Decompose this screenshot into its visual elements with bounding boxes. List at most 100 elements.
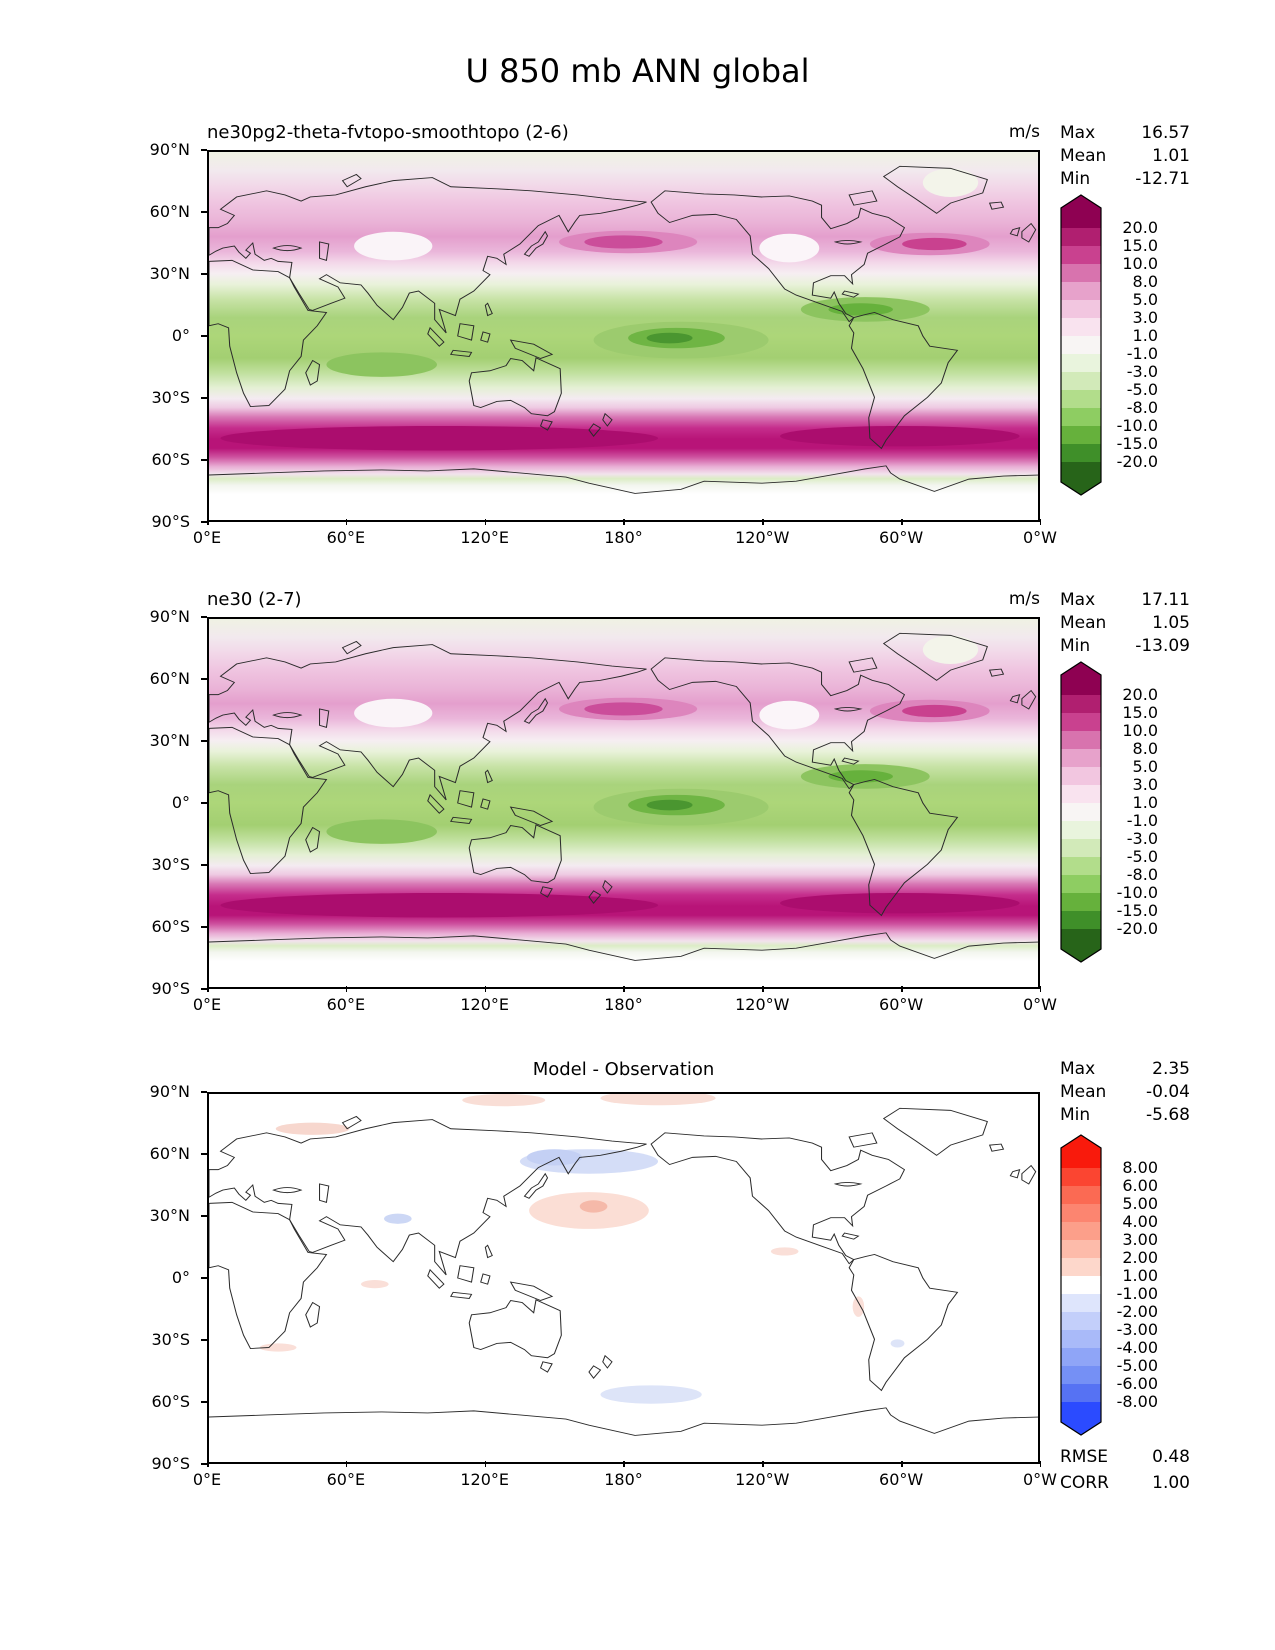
colorbar-tick-label: -10.0 (1116, 416, 1158, 435)
y-tick-label: 60°S (110, 1393, 207, 1411)
y-tick-label: 90°N (110, 1083, 207, 1101)
stat-row: Max 17.11 (1060, 589, 1190, 612)
panel-1-y-axis: 90°N 60°N 30°N 0° 30°S 60°S 90°S (110, 608, 207, 998)
colorbar-tick-label: 20.0 (1122, 218, 1158, 237)
x-tick-label: 180° (578, 519, 668, 547)
y-tick-label: 30°S (110, 1331, 207, 1349)
y-tick-label: 30°S (110, 389, 207, 407)
colorbar-tick-label: -1.0 (1126, 811, 1158, 830)
figure-title: U 850 mb ANN global (465, 52, 810, 90)
colorbar-tick-label: 3.0 (1132, 775, 1158, 794)
x-tick-label: 0°E (162, 519, 252, 547)
colorbar-under-arrow (1061, 929, 1101, 962)
panel-1-map-svg (209, 619, 1038, 987)
x-tick-label: 60°W (856, 1461, 946, 1489)
x-tick-label: 60°E (301, 986, 391, 1014)
metric-row-label: RMSE (1060, 1447, 1109, 1467)
panel-2-x-axis: 0°E 60°E 120°E 180° 120°W 60°W 0°W (162, 1461, 1085, 1489)
colorbar-tick-label: -3.0 (1126, 829, 1158, 848)
panel-1-title: ne30 (2-7) (207, 589, 302, 610)
stat-row-value: -13.09 (1135, 636, 1190, 656)
y-tick-label: 90°N (110, 141, 207, 159)
stat-row-value: 1.01 (1152, 146, 1190, 166)
x-tick-label: 0°W (995, 986, 1085, 1014)
colorbar-tick-label: 8.0 (1132, 272, 1158, 291)
colorbar-over-arrow (1061, 662, 1101, 695)
colorbar-tick-label: -5.0 (1126, 847, 1158, 866)
colorbar-tick-label: 8.00 (1122, 1158, 1158, 1177)
y-tick-label: 90°N (110, 608, 207, 626)
stat-row-value: 16.57 (1141, 123, 1190, 143)
y-tick-label: 30°N (110, 265, 207, 283)
colorbar-tick-label: -3.0 (1126, 362, 1158, 381)
metric-row-label: CORR (1060, 1473, 1109, 1493)
stat-row-label: Max (1060, 1059, 1096, 1079)
panel-1-colorbar (1060, 661, 1102, 963)
stat-row: Min -12.71 (1060, 168, 1190, 191)
x-tick-label: 120°E (440, 986, 530, 1014)
colorbar-tick-label: 3.0 (1132, 308, 1158, 327)
colorbar-tick-label: 5.0 (1132, 290, 1158, 309)
x-tick-label: 60°E (301, 1461, 391, 1489)
diff-field (209, 1094, 1038, 1462)
panel-0-units: m/s (1008, 122, 1040, 142)
stat-row-value: 1.05 (1152, 613, 1190, 633)
colorbar-under-arrow (1061, 1402, 1101, 1435)
panel-1-colorbar-labels: 20.0 15.0 10.0 8.0 5.0 3.0 1.0 -1.0 -3.0 -5.0 -8.0… (1108, 686, 1158, 938)
y-tick-label: 30°N (110, 1207, 207, 1225)
colorbar-tick-label: 5.00 (1122, 1194, 1158, 1213)
x-tick-label: 120°W (717, 1461, 807, 1489)
x-tick-label: 120°E (440, 519, 530, 547)
y-tick-label: 60°N (110, 670, 207, 688)
colorbar-tick-label: 2.00 (1122, 1248, 1158, 1267)
panel-0-map (207, 150, 1040, 522)
y-tick-label: 0° (110, 327, 207, 345)
x-tick-label: 180° (578, 1461, 668, 1489)
metric-row-value: 1.00 (1152, 1473, 1190, 1493)
panel-1-x-axis: 0°E 60°E 120°E 180° 120°W 60°W 0°W (162, 986, 1085, 1014)
x-tick-label: 60°E (301, 519, 391, 547)
colorbar-tick-label: -20.0 (1116, 919, 1158, 938)
panel-0-y-axis: 90°N 60°N 30°N 0° 30°S 60°S 90°S (110, 141, 207, 531)
colorbar-tick-label: -3.00 (1116, 1320, 1158, 1339)
colorbar-tick-label: -5.00 (1116, 1356, 1158, 1375)
colorbar-tick-label: 8.0 (1132, 739, 1158, 758)
colorbar-tick-label: 1.00 (1122, 1266, 1158, 1285)
colorbar-tick-label: 4.00 (1122, 1212, 1158, 1231)
stat-row-label: Mean (1060, 613, 1107, 633)
stat-row: Mean 1.05 (1060, 612, 1190, 635)
stat-row-label: Min (1060, 1105, 1091, 1125)
y-tick-label: 60°S (110, 451, 207, 469)
colorbar-tick-label: -15.0 (1116, 901, 1158, 920)
panel-0-colorbar-labels: 20.0 15.0 10.0 8.0 5.0 3.0 1.0 -1.0 -3.0 -5.0 -8.0… (1108, 219, 1158, 471)
y-tick-label: 30°S (110, 856, 207, 874)
colorbar-tick-label: -20.0 (1116, 452, 1158, 471)
panel-2-y-axis: 90°N 60°N 30°N 0° 30°S 60°S 90°S (110, 1083, 207, 1473)
stat-row: Mean -0.04 (1060, 1081, 1190, 1104)
panel-2-colorbar-labels: 8.00 6.00 5.00 4.00 3.00 2.00 1.00 -1.00 -2.00 -3… (1108, 1159, 1158, 1411)
colorbar-tick-label: -6.00 (1116, 1374, 1158, 1393)
colorbar-tick-label: -10.0 (1116, 883, 1158, 902)
stat-row: Mean 1.01 (1060, 145, 1190, 168)
colorbar-outline (1060, 194, 1102, 496)
panel-1-units: m/s (1008, 589, 1040, 609)
panel-0-x-axis: 0°E 60°E 120°E 180° 120°W 60°W 0°W (162, 519, 1085, 547)
x-tick-label: 0°E (162, 1461, 252, 1489)
colorbar-tick-label: 3.00 (1122, 1230, 1158, 1249)
panel-1-stats: Max 17.11 Mean 1.05 Min -13.09 (1060, 589, 1190, 658)
stat-row-label: Mean (1060, 1082, 1107, 1102)
y-tick-label: 90°S (110, 1455, 207, 1473)
colorbar-tick-label: 10.0 (1122, 721, 1158, 740)
colorbar-tick-label: -2.00 (1116, 1302, 1158, 1321)
panel-0-map-svg (209, 152, 1038, 520)
x-tick-label: 0°W (995, 1461, 1085, 1489)
metric-row-value: 0.48 (1152, 1447, 1190, 1467)
metric-row: CORR 1.00 (1060, 1470, 1190, 1496)
panel-2-map-svg (209, 1094, 1038, 1462)
colorbar-over-arrow (1061, 195, 1101, 228)
colorbar-tick-label: -1.00 (1116, 1284, 1158, 1303)
x-tick-label: 120°W (717, 519, 807, 547)
colorbar-tick-label: 20.0 (1122, 685, 1158, 704)
stat-row-label: Min (1060, 636, 1091, 656)
